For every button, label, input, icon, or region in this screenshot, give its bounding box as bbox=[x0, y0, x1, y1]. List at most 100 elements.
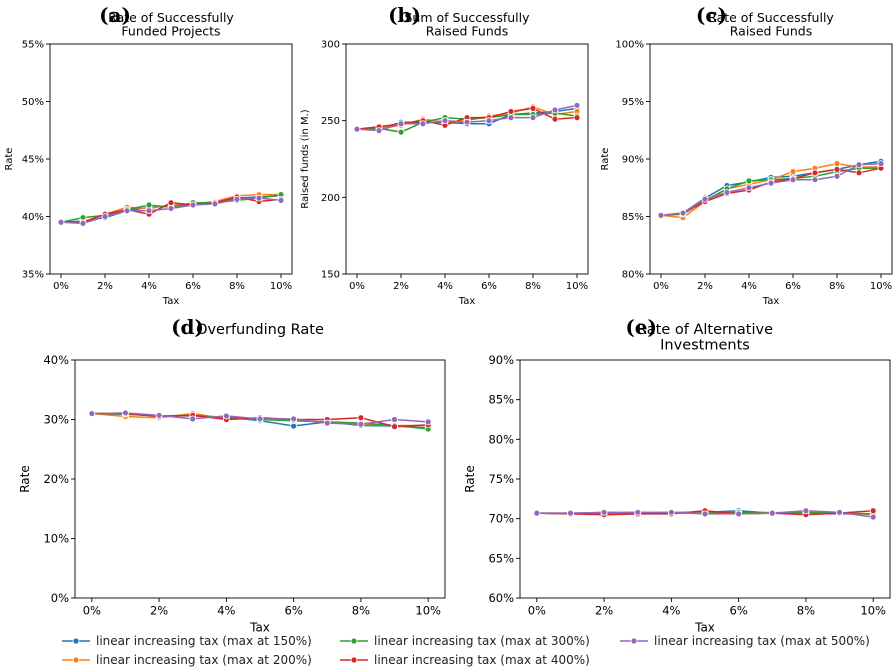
data-point bbox=[256, 415, 264, 423]
y-tick-label: 150 bbox=[321, 270, 340, 281]
x-tick-label: 2% bbox=[393, 281, 409, 292]
x-tick-label: 2% bbox=[150, 604, 168, 618]
panel-title-line: Rate of Successfully bbox=[708, 10, 834, 25]
data-point bbox=[122, 409, 129, 417]
x-tick-label: 8% bbox=[229, 281, 245, 292]
data-point bbox=[701, 195, 709, 203]
data-point bbox=[833, 172, 841, 180]
data-point bbox=[485, 117, 493, 125]
data-point bbox=[397, 128, 405, 136]
x-tick-label: 4% bbox=[141, 281, 157, 292]
subplot-b: 150 200 250 300 0% 2% 4% 6% 8% 10% Tax Raised funds… bbox=[300, 3, 589, 307]
y-axis-label: Rate bbox=[463, 465, 477, 493]
data-point bbox=[323, 419, 331, 427]
data-point bbox=[391, 423, 398, 431]
x-tick-label: 10% bbox=[415, 604, 441, 618]
legend-swatch bbox=[62, 656, 90, 664]
panel-title-line: Funded Projects bbox=[121, 24, 220, 39]
data-point bbox=[811, 169, 819, 177]
data-point bbox=[701, 510, 709, 518]
y-tick-label: 250 bbox=[321, 116, 340, 127]
panel-title-line: Raised Funds bbox=[730, 24, 812, 39]
data-point bbox=[463, 118, 471, 126]
data-point bbox=[211, 200, 219, 208]
y-tick-label: 50% bbox=[22, 97, 44, 108]
data-point bbox=[877, 160, 885, 168]
data-point bbox=[357, 414, 365, 422]
x-tick-label: 6% bbox=[730, 604, 748, 618]
legend-entry: linear increasing tax (max at 200%) bbox=[62, 651, 312, 669]
x-tick-label: 6% bbox=[185, 281, 201, 292]
axes-frame bbox=[49, 43, 293, 275]
panel-title-line: Investments bbox=[660, 338, 750, 354]
data-point bbox=[167, 199, 175, 207]
subplot-d: 0% 10% 20% 30% 40% 0% 2% 4% 6% 8% 10% Tax Rate (d)Ove… bbox=[18, 315, 446, 632]
data-point bbox=[869, 513, 877, 521]
panel-title-line: Rate of Alternative bbox=[637, 322, 773, 338]
data-point bbox=[353, 125, 361, 133]
panel-title-line: Raised Funds bbox=[426, 24, 508, 39]
data-point bbox=[277, 196, 285, 204]
data-point bbox=[419, 120, 427, 128]
y-tick-label: 300 bbox=[321, 40, 340, 51]
data-point bbox=[768, 509, 776, 517]
legend-swatch bbox=[340, 637, 368, 645]
legend-entry: linear increasing tax (max at 500%) bbox=[620, 632, 870, 650]
x-tick-label: 8% bbox=[797, 604, 815, 618]
x-tick-label: 10% bbox=[870, 281, 892, 292]
x-axis-label: Tax bbox=[162, 296, 180, 307]
data-point bbox=[767, 179, 775, 187]
x-tick-label: 4% bbox=[741, 281, 757, 292]
x-axis-label: Tax bbox=[694, 621, 715, 633]
x-axis-label: Tax bbox=[762, 296, 780, 307]
legend-swatch bbox=[340, 656, 368, 664]
data-point bbox=[533, 509, 541, 517]
subplot-c: 80% 85% 90% 95% 100% 0% 2% 4% 6% 8% 10% Tax Rate (c)R… bbox=[600, 3, 893, 307]
data-point bbox=[679, 209, 687, 217]
data-point bbox=[667, 508, 675, 516]
data-point bbox=[551, 106, 559, 114]
figure: 35%40%45%50%55%0% 2% 4% 6% 8% 10%TaxRate(a)Ra… bbox=[4, 3, 893, 633]
data-point bbox=[441, 117, 449, 125]
x-tick-label: 8% bbox=[829, 281, 845, 292]
data-point bbox=[657, 211, 665, 219]
panel-title-line: Rate of Successfully bbox=[108, 10, 234, 25]
axes-frame bbox=[519, 359, 891, 599]
axes-frame bbox=[74, 359, 446, 599]
legend-label: linear increasing tax (max at 400%) bbox=[374, 653, 590, 667]
y-tick-label: 90% bbox=[488, 353, 514, 367]
data-point bbox=[869, 507, 877, 515]
legend-entry: linear increasing tax (max at 150%) bbox=[62, 632, 312, 650]
data-point bbox=[634, 508, 642, 516]
x-tick-label: 0% bbox=[653, 281, 669, 292]
data-point bbox=[802, 507, 810, 515]
x-tick-label: 6% bbox=[785, 281, 801, 292]
legend-label: linear increasing tax (max at 150%) bbox=[96, 634, 312, 648]
x-axis-label: Tax bbox=[458, 296, 476, 307]
data-point bbox=[290, 415, 298, 423]
x-tick-label: 8% bbox=[352, 604, 370, 618]
y-tick-label: 40% bbox=[43, 353, 69, 367]
legend-label: linear increasing tax (max at 300%) bbox=[374, 634, 590, 648]
data-point bbox=[189, 415, 197, 423]
data-point bbox=[391, 416, 398, 423]
data-point bbox=[723, 188, 731, 196]
x-tick-label: 6% bbox=[285, 604, 303, 618]
x-tick-label: 4% bbox=[437, 281, 453, 292]
data-point bbox=[811, 176, 819, 184]
data-point bbox=[745, 184, 753, 192]
legend-label: linear increasing tax (max at 200%) bbox=[96, 653, 312, 667]
y-tick-label: 100% bbox=[615, 40, 644, 51]
y-tick-label: 20% bbox=[43, 472, 69, 486]
legend-entry: linear increasing tax (max at 300%) bbox=[340, 632, 590, 650]
y-tick-label: 85% bbox=[488, 393, 514, 407]
data-point bbox=[79, 219, 87, 227]
x-tick-label: 4% bbox=[217, 604, 235, 618]
y-axis-label: Raised funds (in M.) bbox=[300, 109, 311, 208]
x-tick-label: 2% bbox=[595, 604, 613, 618]
data-point bbox=[57, 218, 65, 226]
legend-entry: linear increasing tax (max at 400%) bbox=[340, 651, 590, 669]
y-tick-label: 30% bbox=[43, 413, 69, 427]
y-tick-label: 45% bbox=[22, 155, 44, 166]
y-tick-label: 65% bbox=[488, 551, 514, 565]
